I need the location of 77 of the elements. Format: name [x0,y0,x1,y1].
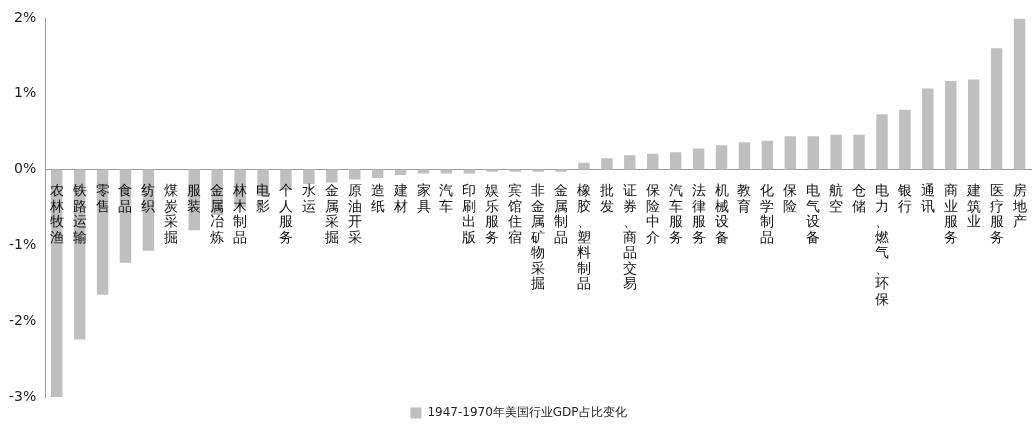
x-tick-label: 农林牧渔 [48,182,64,245]
x-tick-label: 医疗服务 [989,182,1004,245]
y-tick-label: -1% [9,236,37,253]
x-tick-label: 仓储 [852,182,867,214]
y-tick-label: -2% [9,311,37,328]
x-tick-label: 保险中介 [645,182,660,245]
x-tick-label: 个人服务 [278,182,293,245]
x-tick-label: 通讯 [920,182,935,214]
x-tick-label: 金属制品 [554,182,569,245]
bar [578,162,590,170]
x-tick-label: 化学制品 [760,182,775,245]
x-tick-label: 原油开采 [347,182,362,245]
x-tick-label: 航空 [829,182,844,214]
x-tick-label: 电气设备 [806,182,821,245]
x-tick-label: 水运 [301,182,316,214]
bar [761,140,774,170]
bar [647,153,659,170]
x-tick-label: 电力、燃气、环保 [874,182,889,307]
x-tick-label: 汽车服务 [668,182,683,245]
bar [509,169,521,172]
x-tick-label: 纺织 [141,182,156,214]
bar [715,145,728,170]
x-tick-label: 教育 [737,182,752,214]
x-tick-label: 机械设备 [714,182,729,245]
x-tick-label: 食品 [118,182,133,214]
y-tick-label: 0% [14,160,37,177]
x-tick-label: 家具 [416,182,431,214]
bar [922,88,934,170]
x-tick-label: 法律服务 [691,182,706,245]
bar [945,80,957,170]
x-tick-label: 林木制品 [232,182,248,245]
bar [303,169,315,184]
x-tick-label: 服装 [187,182,202,214]
x-tick-label: 金属采掘 [324,182,339,245]
x-tick-label: 房地产 [1011,182,1027,230]
x-tick-label: 零售 [95,182,110,214]
bar [669,152,682,170]
bar [784,136,797,170]
x-tick-label: 铁路运输 [71,182,87,245]
x-tick-label: 印刷出版 [462,182,477,245]
bar [371,169,384,178]
x-tick-label: 批发 [599,182,614,214]
y-tick-label: 1% [14,84,37,101]
x-tick-label: 汽车 [439,182,454,214]
x-tick-label: 煤炭采掘 [164,182,179,245]
y-tick-label: 2% [14,8,37,25]
x-tick-label: 宾馆住宿 [507,182,523,245]
bar [876,114,888,170]
bar [394,169,407,175]
bar [532,169,544,172]
x-tick-label: 造纸 [370,182,385,214]
bar [830,134,842,170]
bar [692,148,705,170]
bar [853,134,865,170]
x-tick-label: 保险 [783,182,798,214]
x-tick-label: 银行 [896,182,912,214]
bar [624,155,636,170]
bar [555,169,567,172]
y-tick-label: -3% [9,387,37,404]
bar [601,158,613,170]
bar [967,79,980,170]
x-tick-label: 非金属矿物采掘 [530,182,546,292]
bar [326,169,338,183]
bar [738,142,751,170]
x-tick-label: 建筑业 [965,182,981,230]
x-tick-label: 娱乐服务 [485,182,500,245]
x-tick-label: 建材 [392,182,408,214]
bar [807,136,819,170]
legend-label: 1947-1970年美国行业GDP占比变化 [427,405,627,420]
bar [899,109,911,170]
x-tick-label: 金属冶炼 [210,182,225,245]
x-tick-label: 证券、商品交易 [622,182,637,292]
x-tick-label: 橡胶、塑料制品 [576,182,591,292]
bar [990,48,1003,170]
x-tick-label: 电影 [256,182,271,214]
bar [1013,18,1026,170]
x-tick-label: 商业服务 [943,182,958,245]
